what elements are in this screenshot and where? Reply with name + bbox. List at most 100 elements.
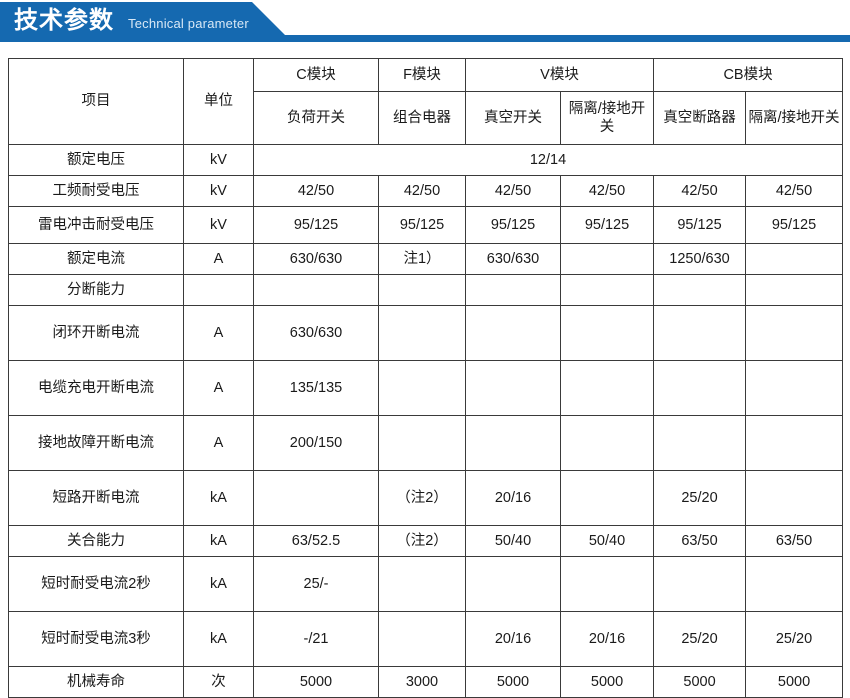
row-unit: A [183, 360, 254, 416]
header-sub-v-2: 隔离/接地开关 [559, 91, 655, 145]
row-unit: A [183, 305, 254, 361]
row-value-cell: 42/50 [378, 175, 466, 207]
row-item-label: 关合能力 [8, 525, 184, 557]
header-sub-c-1: 负荷开关 [253, 91, 379, 145]
row-value-cell: 63/50 [653, 525, 747, 557]
row-value-cell [745, 556, 844, 612]
row-item-label: 闭环开断电流 [8, 305, 184, 361]
header-sub-f-1: 组合电器 [378, 91, 466, 145]
row-value-cell: 42/50 [653, 175, 747, 207]
row-value-cell: 50/40 [465, 525, 561, 557]
row-item-label: 电缆充电开断电流 [8, 360, 184, 416]
table-body: 额定电压 kV 12/14 工频耐受电压 kV 42/50 42/50 42/50 42/50 4… [8, 144, 844, 698]
header-row-bottom: 负荷开关 组合电器 真空开关 隔离/接地开关 真空断路器 隔离/接地开关 [9, 91, 844, 145]
row-value-cell: 5000 [253, 666, 379, 698]
row-value-cell [559, 274, 655, 306]
row-item-label: 雷电冲击耐受电压 [8, 206, 184, 244]
row-unit: kV [183, 175, 254, 207]
row-value-cell [378, 556, 466, 612]
row-value-cell: 95/125 [559, 206, 655, 244]
row-value-cell [559, 243, 655, 275]
row-item-label: 接地故障开断电流 [8, 415, 184, 471]
row-value-cell: 5000 [745, 666, 844, 698]
row-value-cell [653, 274, 747, 306]
header-sub-v-1: 真空开关 [465, 91, 561, 145]
row-value-cell [465, 305, 561, 361]
table-row: 额定电流 A 630/630 注1） 630/630 1250/630 [8, 243, 844, 275]
row-unit: kV [183, 206, 254, 244]
row-value-cell: 95/125 [378, 206, 466, 244]
header-row-top: 项目 单位 C模块 F模块 V模块 CB模块 [8, 58, 844, 145]
row-value-cell: 5000 [465, 666, 561, 698]
row-unit: kA [183, 470, 254, 526]
table-row: 电缆充电开断电流 A 135/135 [8, 360, 844, 416]
row-value-cell: 63/52.5 [253, 525, 379, 557]
row-value-cell: -/21 [253, 611, 379, 667]
banner-underline-bar [0, 35, 850, 42]
row-value-cell: （注2） [378, 525, 466, 557]
row-unit: kA [183, 525, 254, 557]
table-row: 接地故障开断电流 A 200/150 [8, 415, 844, 471]
row-value-cell: 63/50 [745, 525, 844, 557]
row-value-cell [378, 611, 466, 667]
row-value-cell: 5000 [653, 666, 747, 698]
row-value-cell [378, 305, 466, 361]
row-value-cell [559, 470, 655, 526]
banner-title-en: Technical parameter [128, 16, 249, 31]
row-value-cell [378, 415, 466, 471]
technical-parameter-table: 项目 单位 C模块 F模块 V模块 CB模块 负荷开关 组合电器 真空开关 隔离… [8, 58, 844, 698]
row-item-label: 工频耐受电压 [8, 175, 184, 207]
row-value-cell [653, 305, 747, 361]
table-row: 短时耐受电流3秒 kA -/21 20/16 20/16 25/20 25/20 [8, 611, 844, 667]
row-value-cell [465, 274, 561, 306]
row-item-label: 额定电流 [8, 243, 184, 275]
row-value-cell [465, 360, 561, 416]
row-value-cell [745, 305, 844, 361]
row-value-cell [559, 556, 655, 612]
row-value-cell [253, 274, 379, 306]
row-value-cell: 42/50 [559, 175, 655, 207]
table-row: 额定电压 kV 12/14 [8, 144, 844, 176]
header-group-v: V模块 [464, 58, 655, 92]
row-value-cell: 95/125 [653, 206, 747, 244]
table-row: 工频耐受电压 kV 42/50 42/50 42/50 42/50 42/50 42/50 [8, 175, 844, 207]
table-row: 机械寿命次 5000 3000 5000 5000 5000 5000 [8, 666, 844, 698]
row-value-cell: 200/150 [253, 415, 379, 471]
row-value-cell: 20/16 [559, 611, 655, 667]
row-value-cell: 3000 [378, 666, 466, 698]
table-row: 短时耐受电流2秒 kA 25/- [8, 556, 844, 612]
row-item-label: 短时耐受电流3秒 [8, 611, 184, 667]
spec-table-container: 项目 单位 C模块 F模块 V模块 CB模块 负荷开关 组合电器 真空开关 隔离… [0, 48, 850, 698]
row-value-cell [745, 243, 844, 275]
row-value-cell [378, 274, 466, 306]
row-value-cell: 630/630 [253, 305, 379, 361]
row-value-cell: 135/135 [253, 360, 379, 416]
header-group-cb: CB模块 [653, 58, 844, 92]
row-value-cell: 42/50 [465, 175, 561, 207]
row-unit: A [183, 243, 254, 275]
header-group-c: C模块 [253, 58, 379, 92]
row-value-cell: 630/630 [253, 243, 379, 275]
banner-title-cn: 技术参数 [14, 7, 114, 34]
row-value-cell: （注2） [378, 470, 466, 526]
row-value-cell: 25/20 [653, 611, 747, 667]
row-value-cell [653, 556, 747, 612]
row-value-cell: 42/50 [745, 175, 844, 207]
row-item-label: 短路开断电流 [8, 470, 184, 526]
row-value-cell [559, 305, 655, 361]
header-group-f: F模块 [378, 58, 466, 92]
row-value-cell [745, 470, 844, 526]
row-merged-value: 12/14 [252, 144, 844, 176]
row-value-cell: 95/125 [745, 206, 844, 244]
row-value-cell [465, 556, 561, 612]
row-item-label: 机械寿命 [8, 666, 184, 698]
row-value-cell: 注1） [378, 243, 466, 275]
table-row: 关合能力 kA 63/52.5 （注2） 50/40 50/40 63/50 63/50 [8, 525, 844, 557]
table-row: 分断能力 [8, 274, 844, 306]
table-row: 短路开断电流 kA （注2） 20/16 25/20 [8, 470, 844, 526]
row-value-cell: 630/630 [465, 243, 561, 275]
table-row: 雷电冲击耐受电压 kV 95/125 95/125 95/125 95/125 95/125… [8, 206, 844, 244]
row-value-cell [745, 415, 844, 471]
row-unit [183, 274, 254, 306]
row-item-label: 短时耐受电流2秒 [8, 556, 184, 612]
